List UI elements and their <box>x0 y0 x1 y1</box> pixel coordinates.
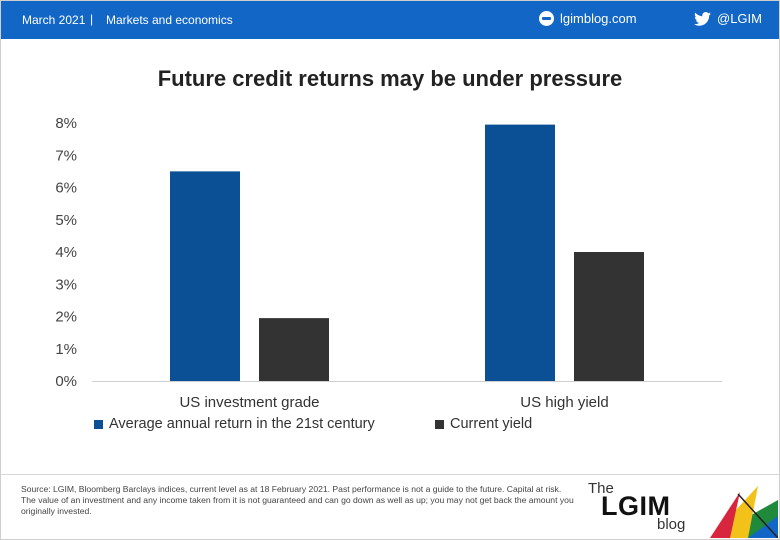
y-tick-label: 2% <box>55 309 77 326</box>
y-tick-label: 6% <box>55 180 77 197</box>
y-tick-label: 1% <box>55 341 77 358</box>
y-tick-label: 7% <box>55 147 77 164</box>
legend-swatch-average-return <box>94 419 103 429</box>
x-category-label: US investment grade <box>179 394 319 411</box>
header-twitter-link[interactable]: @LGIM <box>694 11 762 26</box>
footer-divider <box>1 474 779 475</box>
header-site-link[interactable]: lgimblog.com <box>539 11 637 26</box>
bar <box>259 318 329 381</box>
umbrella-icon <box>710 486 778 538</box>
bar-chart: 0% 1% 2% 3% 4% 5% 6% 7% 8% US investment grade US … <box>55 115 722 411</box>
y-tick-label: 5% <box>55 212 77 229</box>
header-bar: March 2021 | Markets and economics lgimb… <box>1 1 779 39</box>
header-site-label: lgimblog.com <box>560 11 637 26</box>
header-topic: Markets and economics <box>106 13 233 27</box>
globe-icon <box>539 11 554 26</box>
bar <box>485 124 555 382</box>
twitter-bird-icon <box>694 11 711 26</box>
y-tick-label: 0% <box>55 373 77 390</box>
chart-title: Future credit returns may be under press… <box>157 66 623 91</box>
x-category-label: US high yield <box>520 394 608 411</box>
bar <box>574 252 644 381</box>
logo-blog: blog <box>657 516 686 533</box>
y-tick-label: 3% <box>55 276 77 293</box>
lgim-blog-logo: The LGIM blog <box>588 480 778 538</box>
y-tick-label: 4% <box>55 244 77 261</box>
logo-name: LGIM <box>601 491 671 521</box>
header-twitter-label: @LGIM <box>717 11 762 26</box>
header-date: March 2021 <box>22 13 86 27</box>
logo-the: The <box>588 480 614 497</box>
legend-item-average-return: Average annual return in the 21st centur… <box>94 416 375 432</box>
legend-label-average-return: Average annual return in the 21st centur… <box>109 416 375 432</box>
legend-item-current-yield: Current yield <box>435 416 532 432</box>
header-separator: | <box>90 12 94 26</box>
legend-swatch-current-yield <box>435 419 444 429</box>
legend-label-current-yield: Current yield <box>450 416 533 432</box>
source-note: Source: LGIM, Bloomberg Barclays indices… <box>21 484 574 516</box>
y-tick-label: 8% <box>55 115 77 132</box>
bar <box>170 171 240 381</box>
